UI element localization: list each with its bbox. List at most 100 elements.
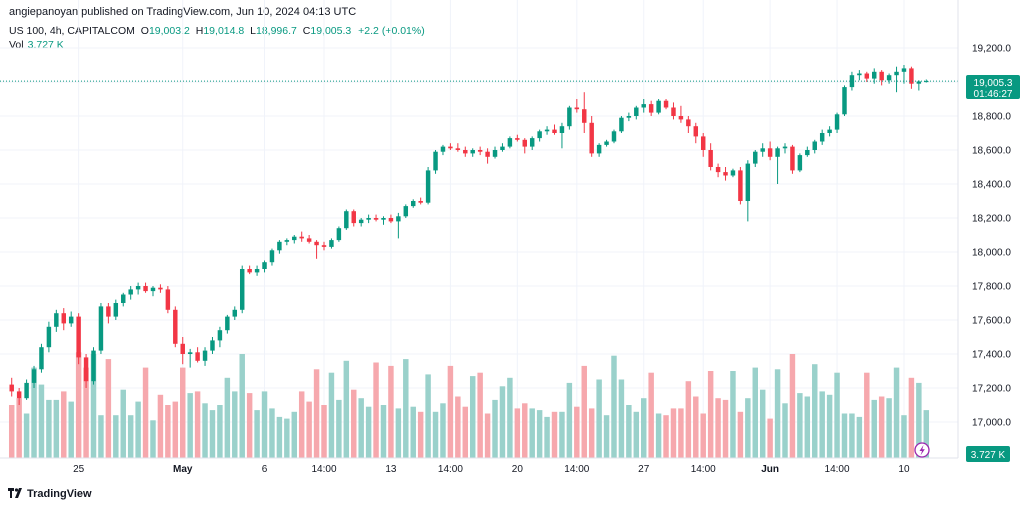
candle[interactable] [358, 218, 364, 227]
candle[interactable] [760, 143, 765, 157]
lightning-icon[interactable] [914, 442, 930, 458]
candle[interactable] [924, 79, 929, 83]
candle[interactable] [292, 235, 297, 244]
candle[interactable] [143, 282, 148, 293]
candle[interactable] [31, 365, 37, 388]
candle[interactable] [366, 214, 371, 224]
candle[interactable] [425, 167, 431, 205]
candle[interactable] [128, 286, 133, 300]
candle[interactable] [715, 163, 721, 178]
candle[interactable] [336, 226, 342, 242]
candle[interactable] [648, 100, 654, 116]
candle[interactable] [485, 148, 490, 164]
candle[interactable] [396, 212, 401, 239]
candle[interactable] [403, 204, 409, 218]
candle[interactable] [306, 235, 312, 244]
candle[interactable] [477, 146, 483, 156]
candle[interactable] [916, 80, 922, 91]
candle[interactable] [344, 209, 349, 230]
candle[interactable] [158, 284, 163, 293]
candle[interactable] [619, 116, 624, 133]
candle[interactable] [113, 299, 119, 320]
candle[interactable] [448, 143, 453, 150]
candle[interactable] [39, 343, 44, 373]
candle[interactable] [819, 129, 825, 145]
candle[interactable] [857, 70, 862, 81]
candle[interactable] [626, 112, 632, 122]
candle[interactable] [634, 105, 639, 120]
candle[interactable] [195, 347, 200, 363]
candle[interactable] [98, 303, 104, 354]
candle[interactable] [277, 240, 282, 254]
candle[interactable] [604, 139, 609, 147]
candle[interactable] [507, 136, 513, 149]
candle[interactable] [596, 143, 602, 157]
candle[interactable] [842, 85, 847, 116]
candle[interactable] [589, 116, 594, 157]
candle[interactable] [83, 354, 89, 388]
candle[interactable] [641, 99, 646, 113]
candle[interactable] [299, 231, 304, 242]
candle[interactable] [582, 92, 587, 133]
candle[interactable] [173, 306, 178, 348]
candle[interactable] [730, 168, 736, 178]
candle[interactable] [187, 348, 193, 368]
candle[interactable] [515, 134, 520, 142]
candle[interactable] [321, 241, 327, 251]
candle[interactable] [247, 265, 252, 275]
candle[interactable] [849, 71, 855, 91]
candle[interactable] [611, 129, 617, 144]
candle[interactable] [180, 337, 185, 365]
candle[interactable] [68, 311, 74, 327]
candle[interactable] [753, 150, 758, 167]
candle[interactable] [314, 240, 319, 259]
candle[interactable] [202, 347, 208, 366]
candle[interactable] [121, 292, 126, 307]
candle[interactable] [544, 126, 550, 135]
candle[interactable] [262, 260, 267, 273]
candle[interactable] [329, 238, 334, 249]
candle[interactable] [909, 66, 914, 89]
candle[interactable] [700, 133, 706, 157]
candle[interactable] [537, 129, 542, 142]
candle[interactable] [559, 122, 565, 149]
candle[interactable] [254, 265, 260, 276]
candle[interactable] [886, 73, 892, 84]
candle[interactable] [567, 105, 572, 130]
candle[interactable] [210, 337, 215, 354]
candle[interactable] [54, 309, 59, 332]
candle[interactable] [797, 153, 803, 173]
candle[interactable] [686, 116, 691, 133]
candle[interactable] [150, 286, 156, 297]
candle[interactable] [790, 144, 795, 174]
candle[interactable] [708, 143, 713, 171]
candle[interactable] [470, 148, 475, 157]
candle[interactable] [693, 122, 699, 144]
candle[interactable] [388, 214, 394, 224]
candle[interactable] [812, 139, 817, 154]
candle[interactable] [745, 160, 751, 222]
candle[interactable] [455, 143, 461, 152]
candle[interactable] [269, 248, 275, 266]
symbol-name[interactable]: US 100, 4h, CAPITALCOM [9, 25, 135, 37]
candle[interactable] [463, 146, 468, 157]
candle[interactable] [827, 126, 832, 137]
candle[interactable] [16, 388, 22, 405]
candle[interactable] [232, 306, 238, 320]
candle[interactable] [492, 146, 498, 159]
candle[interactable] [738, 167, 743, 205]
candle[interactable] [782, 143, 788, 154]
candle[interactable] [767, 141, 773, 161]
candle[interactable] [663, 99, 669, 110]
candle[interactable] [894, 66, 899, 93]
candle[interactable] [76, 313, 81, 365]
candle[interactable] [239, 265, 245, 314]
candle[interactable] [864, 71, 870, 82]
candle[interactable] [529, 136, 535, 150]
candle[interactable] [522, 138, 527, 154]
candle[interactable] [9, 377, 14, 397]
candle[interactable] [381, 216, 386, 225]
candle[interactable] [225, 314, 230, 334]
candle[interactable] [500, 143, 505, 152]
